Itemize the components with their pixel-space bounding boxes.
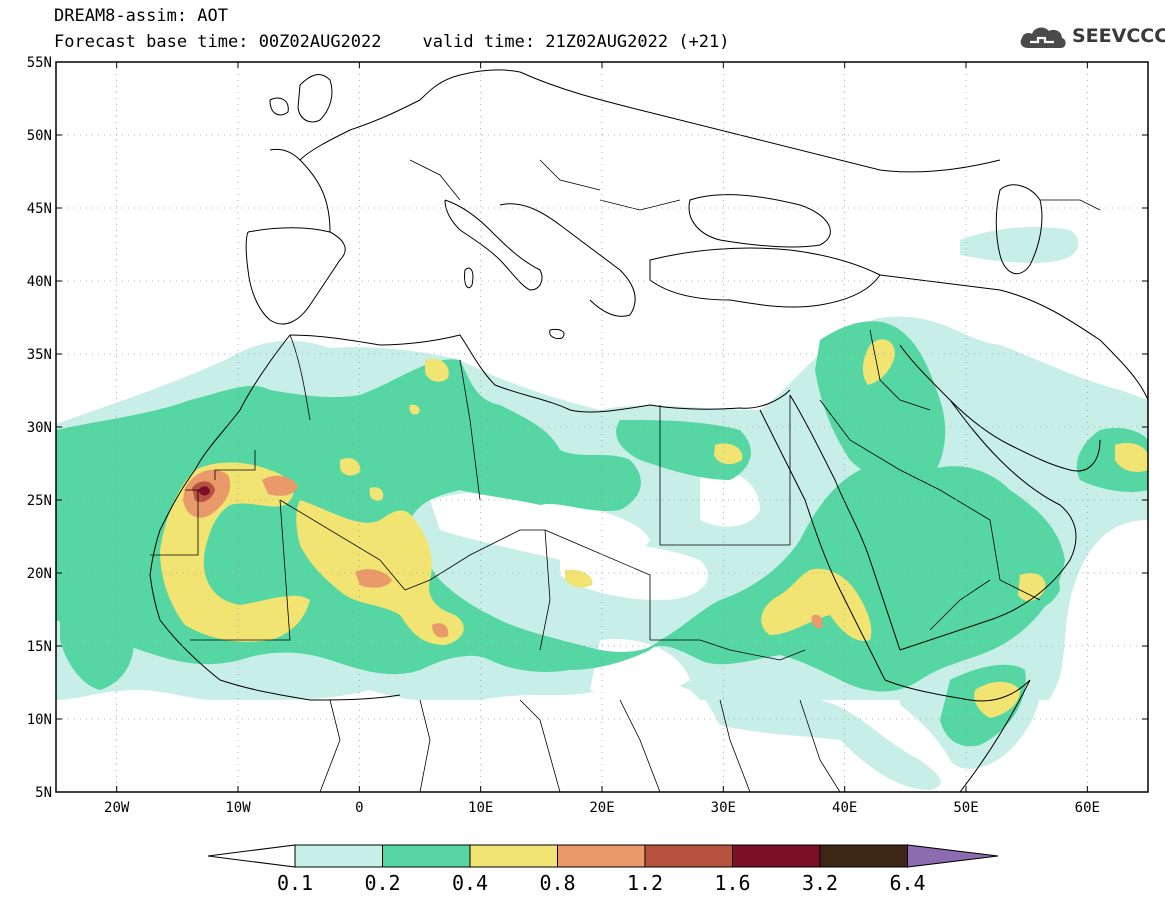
lat-label: 15N (27, 639, 52, 655)
colorbar-label: 0.2 (364, 871, 400, 895)
colorbar-label: 0.1 (277, 871, 313, 895)
lon-label: 40E (832, 800, 857, 816)
colorbar: 0.1 0.2 0.4 0.8 1.2 1.6 3.2 6.4 (207, 844, 999, 895)
valid-time: valid time: 21Z02AUG2022 (+21) (422, 32, 730, 52)
longitude-labels: 20W 10W 0 10E 20E 30E 40E 50E 60E (104, 800, 1100, 816)
colorbar-label: 3.2 (802, 871, 838, 895)
aot-level-1.6 (198, 486, 210, 496)
colorbar-segment (382, 844, 471, 868)
lat-lon-grid (56, 62, 1148, 792)
time-info: Forecast base time: 00Z02AUG2022 valid t… (54, 32, 730, 52)
lon-label: 0 (355, 800, 363, 816)
lon-label: 60E (1075, 800, 1100, 816)
colorbar-segment (557, 844, 646, 868)
lat-label: 55N (27, 55, 52, 71)
lat-label: 40N (27, 274, 52, 290)
colorbar-segment (644, 844, 733, 868)
colorbar-label: 6.4 (889, 871, 925, 895)
lon-label: 10E (468, 800, 493, 816)
lon-label: 50E (953, 800, 978, 816)
map-title: DREAM8-assim: AOT (54, 6, 228, 26)
base-time: Forecast base time: 00Z02AUG2022 (54, 32, 382, 52)
lon-label: 20E (589, 800, 614, 816)
aot-field (56, 227, 1148, 792)
lat-label: 35N (27, 347, 52, 363)
coastlines (149, 69, 1148, 792)
colorbar-segment (819, 844, 908, 868)
colorbar-label: 1.6 (714, 871, 750, 895)
lon-label: 30E (711, 800, 736, 816)
colorbar-segment (294, 844, 383, 868)
lon-label: 20W (104, 800, 130, 816)
lat-label: 50N (27, 128, 52, 144)
lon-label: 10W (225, 800, 251, 816)
lat-label: 25N (27, 493, 52, 509)
country-borders (150, 159, 1101, 792)
lat-label: 20N (27, 566, 52, 582)
latitude-labels: 55N 50N 45N 40N 35N 30N 25N 20N 15N 10N 5N (27, 55, 52, 801)
colorbar-label: 0.8 (539, 871, 575, 895)
colorbar-label: 0.4 (452, 871, 488, 895)
colorbar-label: 1.2 (627, 871, 663, 895)
lat-label: 10N (27, 712, 52, 728)
seevccc-logo: SEEVCCC (1018, 22, 1165, 50)
colorbar-right-arrow (907, 844, 999, 868)
cloud-icon (1020, 27, 1066, 48)
colorbar-left-arrow (207, 844, 296, 868)
aot-level-0.8 (183, 469, 823, 638)
lat-label: 30N (27, 420, 52, 436)
axis-ticks (56, 61, 1148, 793)
colorbar-segment (469, 844, 558, 868)
lat-label: 5N (35, 785, 52, 801)
colorbar-segment (732, 844, 821, 868)
logo-text: SEEVCCC (1072, 25, 1165, 47)
lat-label: 45N (27, 201, 52, 217)
